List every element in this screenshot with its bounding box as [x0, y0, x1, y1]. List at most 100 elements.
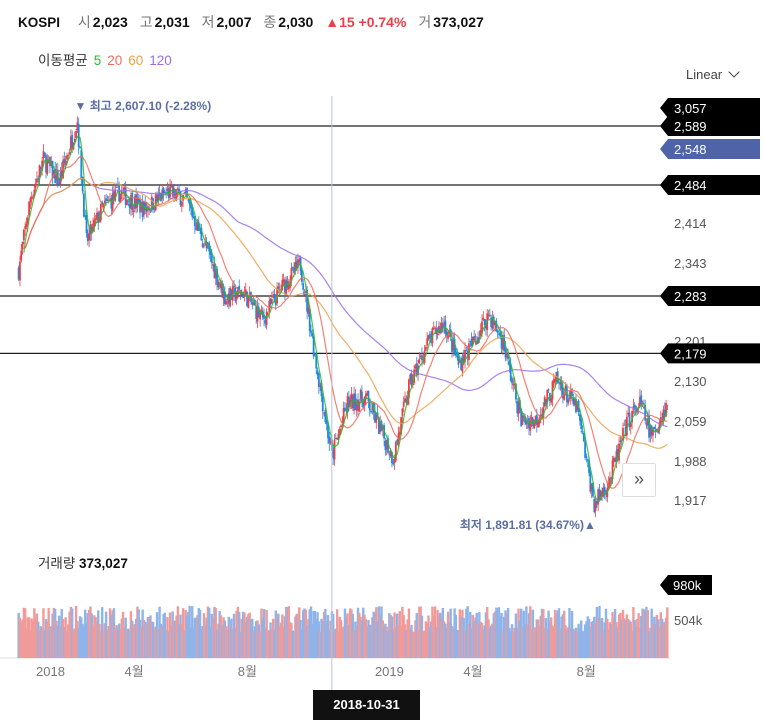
- candle-body: [622, 427, 624, 440]
- candle-body: [325, 419, 328, 424]
- price-line-tag-shape: [660, 286, 760, 306]
- volume-bar: [630, 630, 634, 658]
- volume-bar: [155, 612, 159, 658]
- volume-bar: [484, 612, 488, 658]
- volume-bar: [651, 624, 655, 658]
- volume-bar: [429, 621, 433, 658]
- volume-bar: [162, 614, 165, 658]
- volume-bar: [487, 619, 490, 658]
- y-tick-label: 1,988: [674, 454, 707, 469]
- volume-bar: [440, 617, 443, 658]
- volume-bar: [407, 608, 411, 658]
- current-price-tag-shape: [660, 139, 760, 160]
- volume-bar: [100, 607, 104, 658]
- candle-body: [379, 422, 382, 432]
- volume-bar: [240, 618, 244, 658]
- candle-body: [445, 331, 448, 337]
- price-line-tag: 2,484: [660, 175, 760, 195]
- volume-bar: [441, 607, 445, 658]
- volume-bar: [472, 620, 476, 658]
- candle-body: [240, 292, 243, 296]
- volume-bar: [279, 622, 283, 658]
- change-value: ▲15 +0.74%: [325, 14, 407, 30]
- candle-body: [259, 312, 262, 320]
- high-value: 2,031: [154, 14, 190, 30]
- candle-body: [315, 354, 318, 369]
- candle-body: [421, 355, 423, 361]
- volume-bar: [453, 608, 456, 658]
- candle-body: [611, 460, 614, 480]
- volume-bar: [596, 616, 600, 658]
- volume-bar: [612, 618, 616, 658]
- volume-bar: [40, 628, 44, 658]
- candle-body: [116, 184, 119, 186]
- candle-body: [221, 283, 224, 298]
- volume-max-tag: 980k: [660, 575, 712, 595]
- volume-bar: [30, 618, 33, 658]
- volume-bar: [556, 610, 559, 658]
- volume-bar: [470, 628, 473, 658]
- candle-body: [106, 199, 109, 201]
- candle-body: [388, 454, 391, 456]
- candle-body: [235, 295, 238, 300]
- volume-bar: [519, 608, 523, 658]
- volume-bar: [578, 627, 582, 658]
- candle-body: [460, 359, 463, 370]
- volume-bar: [350, 609, 353, 658]
- candle-body: [491, 316, 494, 329]
- candle-body: [488, 314, 491, 317]
- candle-body: [307, 307, 310, 314]
- scale-selector[interactable]: Linear: [686, 66, 740, 82]
- volume-bar: [530, 629, 533, 658]
- volume-bar: [277, 613, 280, 658]
- candle-body: [521, 415, 524, 425]
- candle-body: [494, 320, 496, 326]
- volume-bar: [129, 611, 133, 658]
- candle-body: [247, 296, 250, 309]
- volume-bar: [563, 610, 566, 658]
- candle-body: [640, 395, 643, 404]
- volume-bar: [547, 610, 550, 658]
- volume-bar: [398, 611, 401, 658]
- volume-bar: [271, 618, 275, 658]
- candle-body: [342, 407, 345, 424]
- candle-body: [19, 261, 21, 281]
- candle-body: [387, 438, 389, 453]
- scroll-right-button[interactable]: »: [622, 463, 656, 497]
- volume-bar: [251, 618, 254, 658]
- volume-bar: [38, 629, 41, 658]
- volume-bar: [157, 628, 160, 658]
- volume-bar: [551, 625, 554, 658]
- volume-bar: [123, 627, 126, 658]
- candle-body: [310, 330, 312, 333]
- volume-bar: [337, 631, 340, 658]
- candle-body: [391, 452, 393, 464]
- volume-bar: [658, 626, 661, 658]
- candle-body: [380, 421, 383, 431]
- volume-bar: [502, 616, 506, 658]
- volume-bar: [538, 625, 541, 658]
- volume-bar: [657, 619, 660, 658]
- candle-body: [338, 428, 341, 436]
- volume-bar: [103, 623, 106, 658]
- candle-body: [511, 378, 513, 384]
- volume-bar: [348, 608, 352, 658]
- low-label: 저: [201, 14, 215, 30]
- candle-body: [451, 338, 453, 353]
- candle-body: [192, 216, 195, 218]
- volume-bar: [633, 619, 636, 658]
- volume-bar: [93, 615, 96, 658]
- volume-bar: [234, 628, 237, 658]
- candle-body: [58, 182, 61, 184]
- volume-tick-label: 504k: [674, 613, 703, 628]
- volume-bar: [97, 610, 100, 658]
- candle-body: [311, 333, 314, 336]
- candle-body: [46, 161, 49, 174]
- volume-bar: [540, 608, 544, 658]
- volume-bar: [393, 612, 396, 658]
- candle-body: [522, 416, 525, 418]
- candle-body: [575, 398, 577, 413]
- candle-body: [434, 327, 436, 329]
- x-tick-label: 4월: [124, 664, 143, 679]
